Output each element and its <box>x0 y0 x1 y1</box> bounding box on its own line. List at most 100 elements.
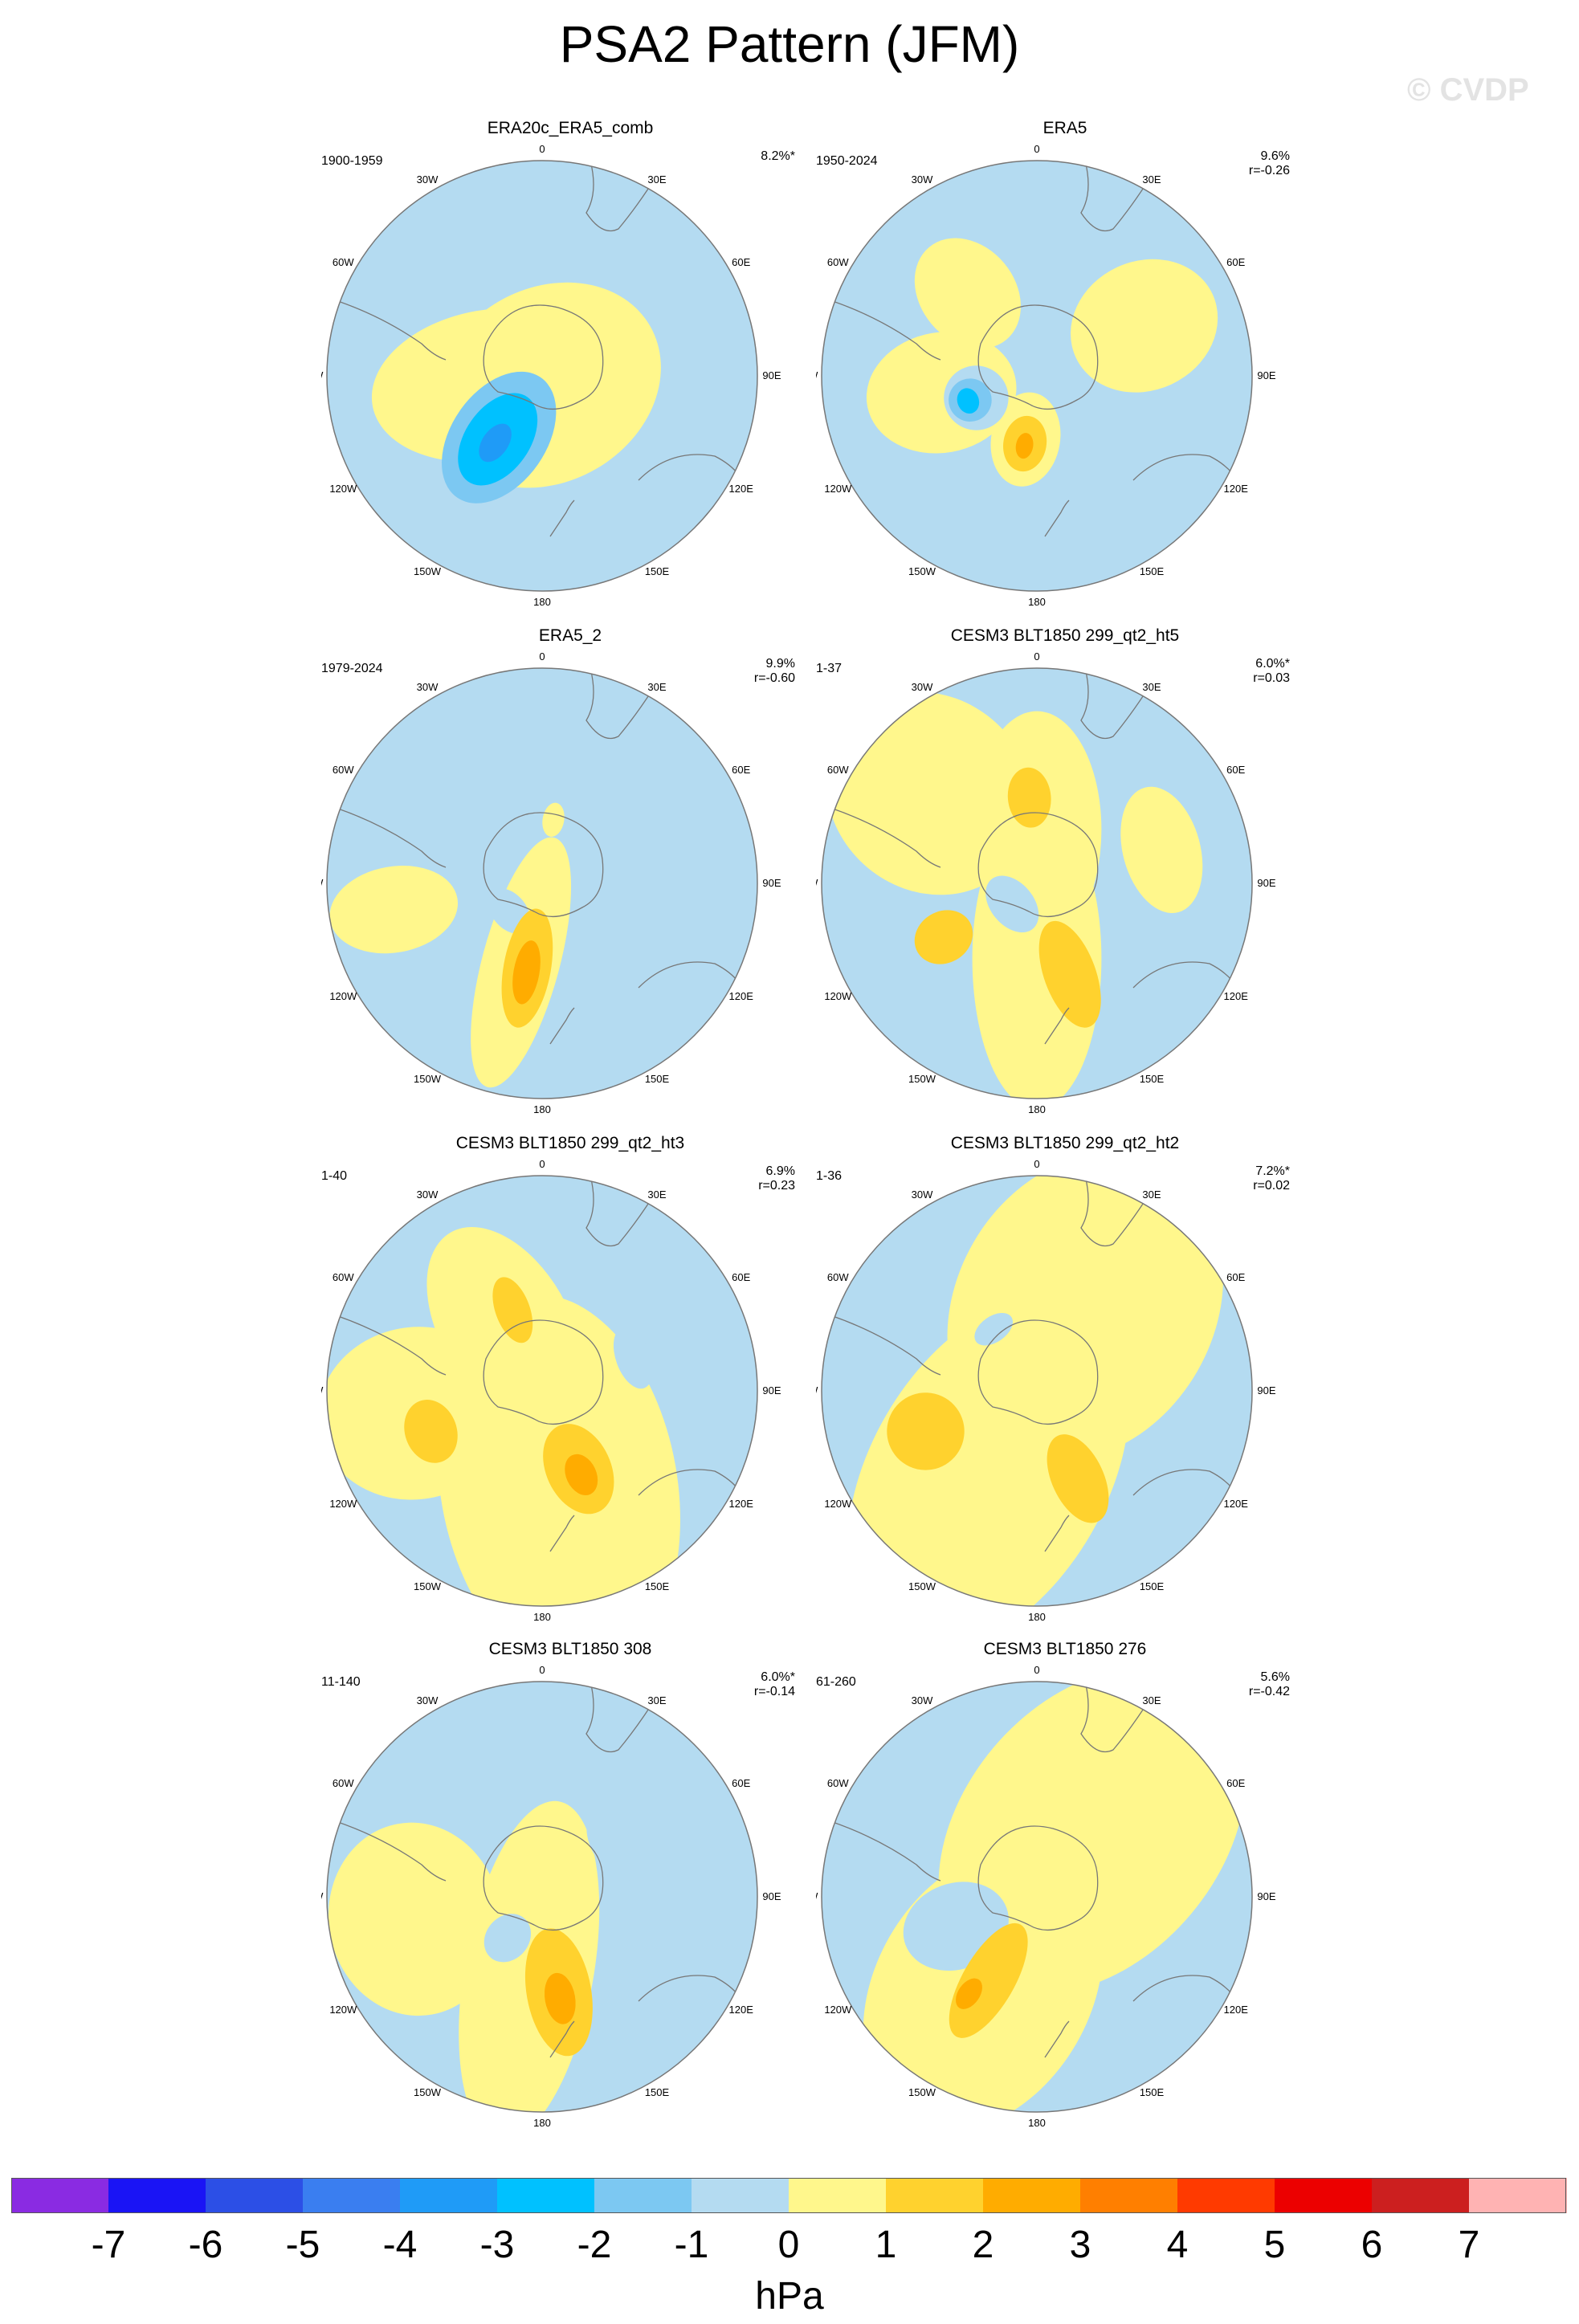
longitude-label: 120W <box>824 2004 852 2016</box>
longitude-label: 60W <box>333 764 354 776</box>
new-zealand-coastline <box>549 1515 575 1552</box>
longitude-label: 30E <box>1142 173 1161 186</box>
colorbar-outline <box>11 2178 1566 2213</box>
negative-anomaly <box>586 1801 657 1881</box>
map-panel: CESM3 BLT1850 276 61-260 5.6% r=-0.42 0 30E 60… <box>816 1640 1314 2146</box>
south-america-coastline <box>827 1820 941 1882</box>
longitude-label: 0 <box>1034 1664 1039 1676</box>
longitude-label: 30W <box>417 1189 439 1201</box>
antarctica-coastline <box>977 812 1099 918</box>
africa-coastline <box>585 668 659 740</box>
colorbar-swatch <box>1080 2178 1178 2213</box>
longitude-label: 90W <box>321 877 324 889</box>
colorbar-tick-label: -5 <box>285 2224 320 2266</box>
map-border <box>821 160 1253 592</box>
colorbar-swatch <box>400 2178 498 2213</box>
longitude-label: 120W <box>329 483 357 495</box>
longitude-label: 30W <box>417 1694 439 1706</box>
longitude-label: 150W <box>414 2086 442 2098</box>
longitude-label: 180 <box>533 1611 551 1623</box>
panel-title: CESM3 BLT1850 299_qt2_ht2 <box>950 1134 1180 1152</box>
longitude-label: 180 <box>533 1103 551 1115</box>
new-zealand-coastline <box>549 499 575 537</box>
south-america-coastline <box>333 806 447 868</box>
pattern-correlation: r=-0.26 <box>1248 164 1290 177</box>
panel-period: 1979-2024 <box>321 662 383 675</box>
panel-title: ERA20c_ERA5_comb <box>487 119 654 137</box>
longitude-label: 60W <box>333 1271 354 1283</box>
longitude-label: 180 <box>1028 1103 1046 1115</box>
longitude-label: 120E <box>729 483 754 495</box>
antarctica-coastline <box>977 1319 1099 1425</box>
longitude-label: 90W <box>816 877 818 889</box>
longitude-label: 150E <box>1140 565 1165 577</box>
longitude-label: 30E <box>647 1189 666 1201</box>
colorbar-tick-label: 1 <box>875 2224 897 2266</box>
new-zealand-coastline <box>549 1007 575 1045</box>
longitude-label: 180 <box>1028 1611 1046 1623</box>
antarctica-coastline <box>977 1825 1099 1931</box>
figure-title: PSA2 Pattern (JFM) <box>559 15 1020 73</box>
longitude-label: 120E <box>729 1498 754 1510</box>
panel-title: ERA5 <box>1042 119 1087 137</box>
longitude-label: 90E <box>762 1384 781 1396</box>
map-border <box>326 667 758 1099</box>
longitude-label: 120W <box>329 2004 357 2016</box>
new-zealand-coastline <box>1044 2020 1070 2058</box>
longitude-label: 30E <box>1142 681 1161 693</box>
longitude-label: 0 <box>1034 1158 1039 1170</box>
africa-coastline <box>1080 668 1154 740</box>
longitude-label: 60E <box>1226 1271 1245 1283</box>
map-border <box>326 1681 758 2113</box>
colorbar-swatch <box>303 2178 401 2213</box>
colorbar-tick-label: -1 <box>674 2224 709 2266</box>
longitude-label: 0 <box>539 1158 545 1170</box>
longitude-label: 120W <box>329 1498 357 1510</box>
panel-stats: 9.6% r=-0.26 <box>1249 149 1290 178</box>
longitude-label: 180 <box>533 596 551 608</box>
positive-anomaly <box>404 1400 458 1463</box>
longitude-label: 60W <box>827 256 849 268</box>
panel-stats: 7.2%* r=0.02 <box>1253 1164 1290 1193</box>
longitude-label: 30E <box>1142 1694 1161 1706</box>
panel-title: ERA5_2 <box>538 626 602 645</box>
longitude-label: 120W <box>824 990 852 1002</box>
panel-period: 61-260 <box>816 1675 856 1689</box>
colorbar-tick-label: -7 <box>91 2224 126 2266</box>
colorbar-swatch <box>108 2178 206 2213</box>
panel-stats: 6.9% r=0.23 <box>758 1164 795 1193</box>
antarctica-coastline <box>483 1319 604 1425</box>
longitude-label: 90E <box>762 1890 781 1902</box>
longitude-label: 60E <box>1226 256 1245 268</box>
negative-anomaly <box>479 423 512 463</box>
longitude-label: 120E <box>729 990 754 1002</box>
longitude-label: 120E <box>1224 1498 1249 1510</box>
longitude-label: 150E <box>1140 1073 1165 1085</box>
colorbar-tick-label: -3 <box>479 2224 515 2266</box>
positive-anomaly <box>1071 259 1218 393</box>
antarctica-coastline <box>483 1825 604 1931</box>
colorbar-tick-label: 7 <box>1458 2224 1480 2266</box>
longitude-label: 30W <box>912 173 933 186</box>
longitude-label: 150W <box>908 565 936 577</box>
longitude-label: 30W <box>912 681 933 693</box>
colorbar-swatch <box>1469 2178 1567 2213</box>
africa-coastline <box>585 1682 659 1753</box>
longitude-label: 30E <box>647 173 666 186</box>
longitude-label: 90E <box>762 877 781 889</box>
africa-coastline <box>1080 1176 1154 1247</box>
positive-anomaly <box>1038 920 1101 1028</box>
panel-title: CESM3 BLT1850 299_qt2_ht5 <box>950 626 1180 645</box>
longitude-label: 30W <box>417 173 439 186</box>
new-zealand-coastline <box>1044 1007 1070 1045</box>
new-zealand-coastline <box>1044 1515 1070 1552</box>
longitude-label: 60E <box>732 1777 750 1789</box>
map-border <box>326 1175 758 1607</box>
panel-title: CESM3 BLT1850 308 <box>488 1640 652 1658</box>
colorbar-swatch <box>1177 2178 1275 2213</box>
longitude-label: 60W <box>333 256 354 268</box>
longitude-label: 90W <box>321 369 324 381</box>
positive-anomaly <box>328 1822 502 2016</box>
colorbar-swatch <box>1275 2178 1373 2213</box>
polar-map: 0 30E 60E 90E 120E 150E 180 150W 120W 90W 60W 30W <box>321 1664 781 2129</box>
